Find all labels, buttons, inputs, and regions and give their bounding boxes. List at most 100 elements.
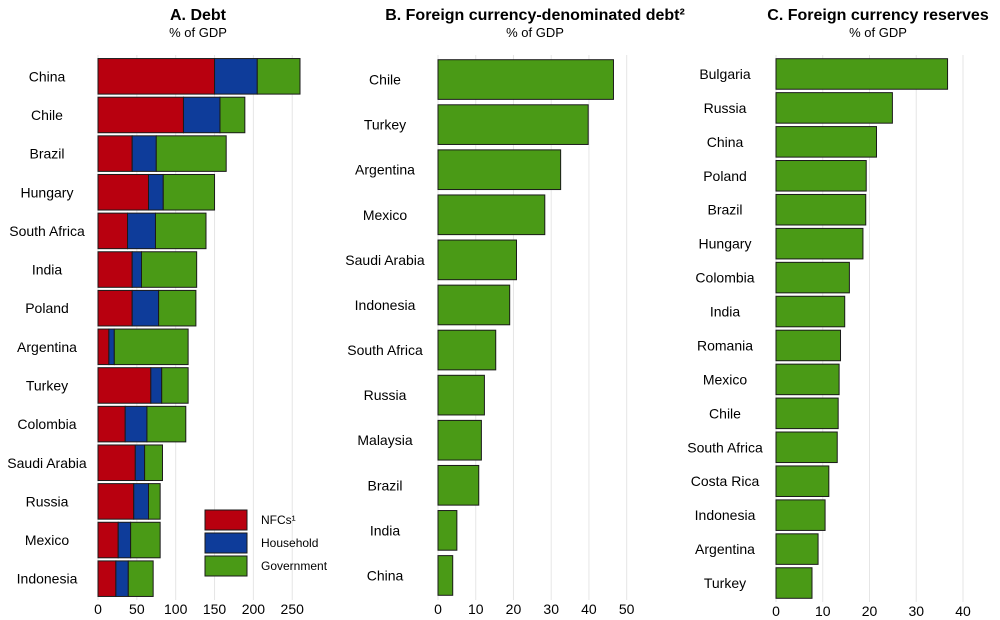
category-label-brazil: Brazil [367, 477, 402, 493]
bar-russia [437, 374, 485, 416]
x-tick-label: 20 [506, 601, 522, 617]
bar-russia-household [133, 483, 150, 520]
x-tick-label: 20 [862, 603, 878, 619]
panel-a-subtitle: % of GDP [169, 25, 227, 40]
bar-malaysia [437, 419, 482, 461]
bar-chile-nfcs [97, 96, 184, 134]
bar-hungary-nfcs [97, 173, 149, 211]
bar-chile [437, 59, 614, 100]
category-label-bulgaria: Bulgaria [699, 66, 751, 82]
panel-a-category-labels: China Chile Brazil Hungary South Africa India… [7, 68, 87, 586]
bar-south-africa-nfcs [97, 212, 129, 250]
category-label-mexico: Mexico [363, 207, 408, 223]
x-tick-label: 30 [543, 601, 559, 617]
bar-south-africa [437, 329, 497, 371]
bar-brazil-government [155, 135, 227, 172]
bar-china [437, 555, 454, 596]
bar-turkey [775, 567, 813, 599]
category-label-turkey: Turkey [704, 575, 746, 591]
bar-brazil-household [131, 135, 157, 172]
category-label-brazil: Brazil [29, 146, 64, 162]
legend-label-nfcs: NFCs¹ [261, 513, 296, 527]
bar-turkey-nfcs [97, 367, 152, 404]
x-tick-label: 0 [434, 601, 442, 617]
panel-c-bars [775, 58, 949, 599]
category-label-china: China [707, 134, 744, 150]
panel-b-fx-debt: B. Foreign currency-denominated debt² % … [345, 7, 685, 617]
category-label-russia: Russia [364, 387, 407, 403]
bar-costa-rica [775, 465, 830, 497]
category-label-chile: Chile [31, 107, 63, 123]
bar-turkey [437, 104, 589, 145]
bar-saudi-arabia-government [144, 444, 163, 482]
bar-indonesia [437, 284, 511, 326]
category-label-poland: Poland [25, 300, 69, 316]
bar-indonesia-government [127, 560, 154, 597]
category-label-argentina: Argentina [355, 162, 415, 178]
bar-poland-nfcs [97, 289, 133, 327]
x-tick-label: 0 [94, 601, 102, 617]
category-label-south-africa: South Africa [9, 223, 85, 239]
bar-south-africa-household [127, 212, 156, 250]
panel-b-title: B. Foreign currency-denominated debt² [385, 7, 685, 24]
x-tick-label: 50 [129, 601, 145, 617]
bar-russia-government [148, 483, 161, 520]
bar-colombia [775, 261, 850, 294]
category-label-south-africa: South Africa [687, 439, 763, 455]
category-label-mexico: Mexico [703, 371, 748, 387]
x-tick-label: 30 [908, 603, 924, 619]
bar-china-nfcs [97, 58, 216, 95]
category-label-china: China [367, 567, 404, 583]
panel-c-title: C. Foreign currency reserves [767, 7, 989, 24]
category-label-turkey: Turkey [364, 117, 406, 133]
bar-poland-household [131, 289, 160, 327]
bar-china-government [256, 58, 301, 95]
panel-b-subtitle: % of GDP [506, 25, 564, 40]
category-label-india: India [370, 522, 401, 538]
bar-indonesia-nfcs [97, 560, 117, 597]
bar-india-government [141, 251, 198, 288]
bar-argentina [437, 149, 562, 191]
x-tick-label: 100 [164, 601, 188, 617]
category-label-costa-rica: Costa Rica [691, 473, 760, 489]
bar-argentina [775, 533, 819, 565]
bar-turkey-household [150, 367, 163, 404]
x-tick-label: 40 [581, 601, 597, 617]
bar-colombia-government [146, 405, 187, 443]
bar-indonesia [775, 499, 826, 531]
x-tick-label: 40 [955, 603, 971, 619]
bar-argentina-government [113, 328, 189, 366]
panel-c-category-labels: Bulgaria Russia China Poland Brazil Hungary Co… [687, 66, 763, 591]
category-label-turkey: Turkey [26, 377, 68, 393]
panel-b-gridlines [437, 55, 628, 600]
bar-india-household [131, 251, 143, 288]
bar-china-household [214, 58, 258, 95]
category-label-poland: Poland [703, 168, 747, 184]
bar-poland-government [158, 289, 197, 327]
panel-a-debt: A. Debt % of GDP China Chile Brazil Hungary… [7, 7, 327, 617]
panel-a-x-axis: 0 50 100 150 200 250 [94, 601, 304, 617]
category-label-indonesia: Indonesia [695, 507, 756, 523]
category-label-chile: Chile [709, 405, 741, 421]
bar-russia [775, 92, 893, 124]
panel-a-bars [97, 58, 301, 597]
bar-mexico-household [117, 521, 132, 559]
panel-b-category-labels: Chile Turkey Argentina Mexico Saudi Arabia In… [345, 72, 425, 584]
x-tick-label: 10 [468, 601, 484, 617]
panel-c-subtitle: % of GDP [849, 25, 907, 40]
bar-mexico-nfcs [97, 521, 119, 559]
legend-swatch-government [204, 555, 248, 577]
bar-mexico [437, 194, 546, 236]
category-label-hungary: Hungary [21, 184, 74, 200]
category-label-argentina: Argentina [695, 541, 755, 557]
panel-c-fx-reserves: C. Foreign currency reserves % of GDP Bu… [687, 7, 989, 619]
category-label-romania: Romania [697, 337, 753, 353]
category-label-saudi-arabia: Saudi Arabia [7, 455, 87, 471]
bar-south-africa-government [154, 212, 207, 250]
bar-argentina-nfcs [97, 328, 110, 366]
bar-chile-government [219, 96, 246, 134]
category-label-china: China [29, 68, 66, 84]
bar-india [437, 510, 458, 551]
bar-saudi-arabia-household [134, 444, 146, 482]
